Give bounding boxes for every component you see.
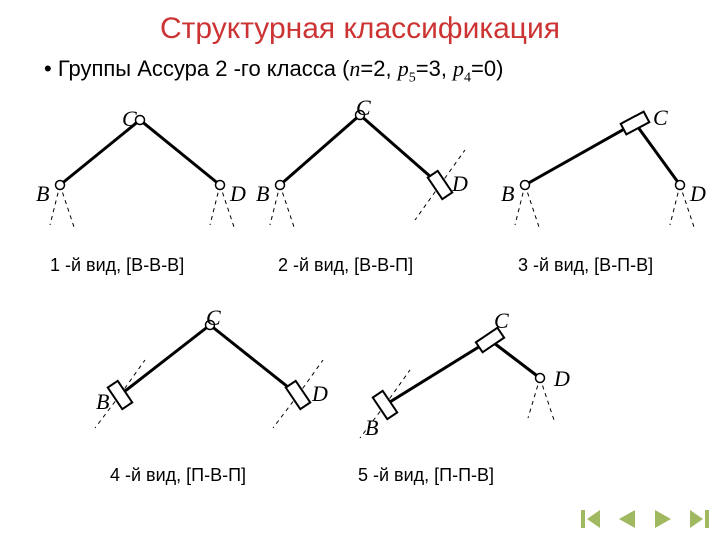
label-d4-C: C xyxy=(206,305,221,331)
label-d5-C: C xyxy=(494,308,509,334)
label-d2-C: C xyxy=(356,95,371,121)
caption-d3: 3 -й вид, [В-П-В] xyxy=(518,255,653,276)
label-d2-D: D xyxy=(452,171,468,197)
caption-d4: 4 -й вид, [П-В-П] xyxy=(110,465,246,486)
caption-d1: 1 -й вид, [В-В-В] xyxy=(50,255,184,276)
caption-d2: 2 -й вид, [В-В-П] xyxy=(278,255,413,276)
diagram-d3 xyxy=(500,95,700,265)
label-d1-D: D xyxy=(230,181,246,207)
diagram-d1 xyxy=(40,95,240,265)
page-title: Структурная классификация xyxy=(0,12,720,46)
label-d3-C: C xyxy=(653,105,668,131)
nav-prev[interactable] xyxy=(616,508,638,530)
nav-first[interactable] xyxy=(580,508,602,530)
label-d3-D: D xyxy=(690,181,706,207)
nav-next[interactable] xyxy=(652,508,674,530)
diagram-d5 xyxy=(340,300,560,470)
subtitle: • Группы Ассура 2 -го класса (n=2, p5=3,… xyxy=(44,56,503,86)
label-d4-B: B xyxy=(96,389,109,415)
label-d2-B: B xyxy=(256,181,269,207)
nav-last[interactable] xyxy=(688,508,710,530)
label-d5-D: D xyxy=(554,366,570,392)
label-d4-D: D xyxy=(312,381,328,407)
label-d1-B: B xyxy=(36,181,49,207)
caption-d5: 5 -й вид, [П-П-В] xyxy=(358,465,494,486)
label-d1-C: C xyxy=(122,106,137,132)
label-d3-B: B xyxy=(501,181,514,207)
label-d5-B: B xyxy=(365,415,378,441)
